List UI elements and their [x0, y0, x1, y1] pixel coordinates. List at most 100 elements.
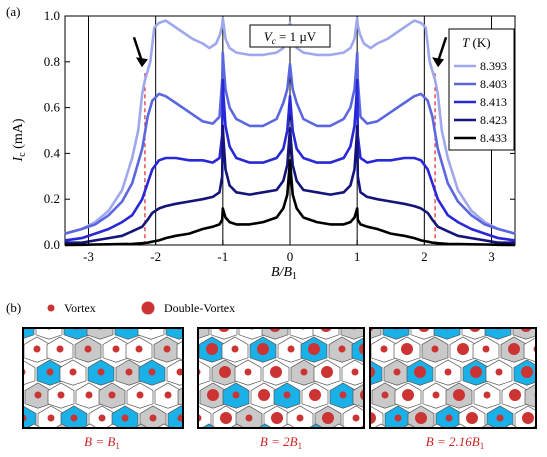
legend: T (K) 8.393 8.403 8.413 8.423 8.433 — [448, 28, 515, 151]
vc-annotation-box — [249, 24, 331, 48]
tile-cell — [0, 406, 8, 431]
vortex — [393, 368, 401, 376]
tile-cell — [382, 328, 410, 340]
double-vortex — [470, 366, 482, 378]
double-vortex — [370, 366, 375, 378]
vortex — [445, 414, 453, 422]
tile-cell — [54, 423, 70, 428]
y-tick-label: 0.8 — [44, 54, 60, 69]
tile-cell — [539, 447, 547, 457]
tile-cell — [23, 390, 24, 405]
tile-cell — [449, 296, 475, 321]
tile-cell — [367, 447, 393, 457]
vortex — [283, 391, 291, 399]
vortex — [234, 433, 241, 440]
tile-cell — [356, 296, 382, 321]
double-vortex — [220, 412, 232, 424]
double-vortex — [352, 430, 364, 442]
vortex — [217, 433, 224, 440]
tile-cell — [512, 328, 536, 340]
double-vortex — [270, 366, 282, 378]
double-vortex — [269, 328, 281, 332]
y-tick-label: 0.0 — [44, 237, 60, 252]
y-tick-label: 0.2 — [44, 191, 60, 206]
vortex — [231, 345, 239, 353]
tile-cell — [488, 447, 514, 457]
x-tick-label: 1 — [354, 249, 361, 264]
double-vortex — [521, 366, 533, 378]
vortex — [164, 391, 172, 399]
vortex — [28, 300, 35, 307]
tile-cell — [156, 423, 172, 428]
double-vortex — [206, 343, 218, 355]
vortex — [536, 433, 543, 440]
vortex — [84, 345, 92, 353]
tile-cell — [280, 423, 296, 428]
vortex — [183, 433, 190, 440]
tile-cell — [461, 328, 489, 340]
legend-title: T (K) — [462, 35, 491, 50]
tile-cell — [0, 447, 9, 457]
tile-cell — [484, 328, 512, 340]
vortex — [352, 414, 360, 422]
tile-cell — [177, 387, 183, 406]
double-vortex — [401, 343, 413, 355]
vortex — [57, 391, 65, 399]
double-vortex — [310, 430, 322, 442]
tile-cell — [158, 447, 184, 457]
tile-cell — [82, 423, 98, 428]
y-tick-label: 1.0 — [44, 8, 60, 23]
tile-cell — [308, 423, 324, 428]
tile-cell — [429, 423, 445, 428]
vortex — [189, 433, 196, 440]
y-tick-label: 0.6 — [44, 100, 61, 115]
double-vortex — [322, 412, 334, 424]
tile-cell — [34, 447, 60, 457]
double-vortex — [323, 453, 335, 457]
vortex — [108, 391, 116, 399]
vortex — [244, 368, 252, 376]
double-vortex — [309, 389, 321, 401]
chart-a: -3 -2 -1 0 1 2 3 0.0 0.2 0.4 0.6 0.8 1.0 Ic (mA) B/B… — [11, 8, 516, 282]
tile-cell — [340, 328, 364, 340]
tile-cell — [23, 405, 37, 428]
y-axis-label: Ic (mA) — [11, 118, 28, 162]
tiling-content — [0, 300, 224, 457]
vortex — [431, 345, 439, 353]
vortex — [389, 305, 396, 312]
x-tick-label: -1 — [217, 249, 228, 264]
double-vortex — [307, 302, 319, 314]
vortex — [380, 345, 388, 353]
x-tick-label: 3 — [488, 249, 495, 264]
tile-cell — [0, 424, 24, 449]
vortex — [33, 345, 41, 353]
double-vortex — [321, 366, 333, 378]
vortex — [339, 391, 347, 399]
double-vortex — [216, 453, 228, 457]
tiling-frame — [197, 327, 365, 429]
double-vortex — [469, 328, 481, 332]
tile-cell — [316, 447, 342, 457]
tile-cell — [300, 296, 326, 321]
tiling-frame — [369, 327, 537, 429]
x-tick-label: -2 — [150, 249, 161, 264]
double-vortex — [509, 389, 521, 401]
tile-cell — [166, 359, 183, 386]
tile-cell — [330, 447, 356, 457]
arrow-head-icon — [135, 57, 148, 68]
x-tick-label: -3 — [83, 249, 94, 264]
tile-cell — [35, 328, 63, 340]
tile-cell — [0, 314, 6, 339]
vortex — [236, 300, 243, 307]
double-vortex — [467, 453, 479, 457]
tile-cell — [23, 328, 35, 339]
caption-2b1: B = 2B1 — [260, 434, 302, 451]
tiling-content — [158, 296, 396, 457]
vortex — [338, 305, 345, 312]
tile-cell — [342, 291, 368, 316]
vortex — [287, 305, 294, 312]
double-vortex — [508, 343, 520, 355]
vortex — [444, 368, 452, 376]
vortex — [351, 368, 359, 376]
tile-cell — [289, 328, 317, 340]
